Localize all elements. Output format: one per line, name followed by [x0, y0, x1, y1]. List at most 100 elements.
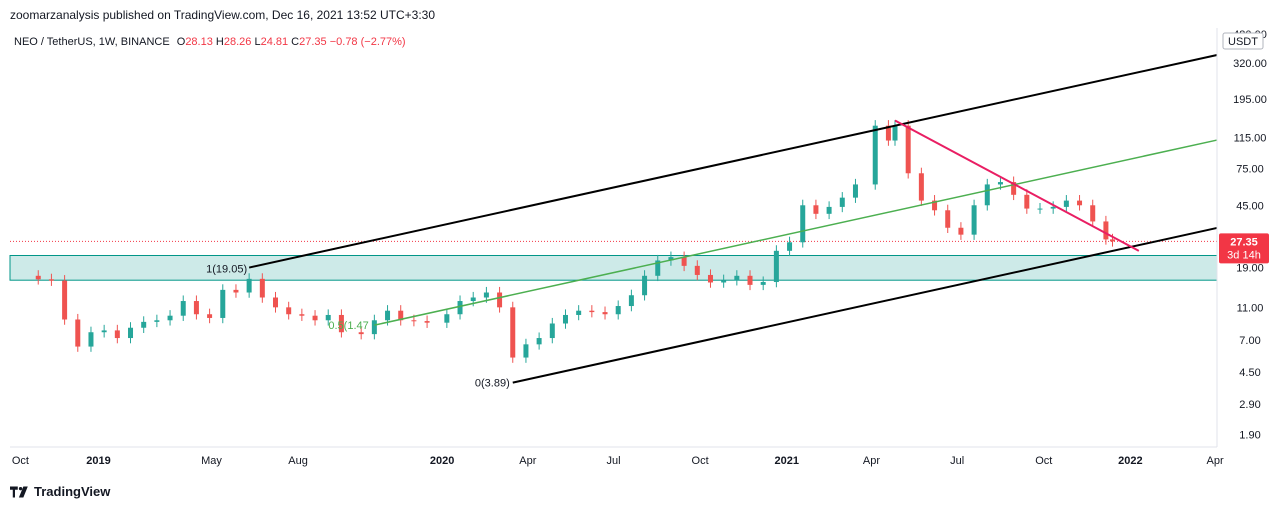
candle-body	[905, 125, 911, 174]
time-tick-label: Apr	[1207, 455, 1224, 467]
candle-body	[721, 280, 727, 283]
price-tick-label: 115.00	[1234, 132, 1267, 144]
time-tick-label: Oct	[1035, 455, 1052, 467]
price-tick-label: 195.00	[1233, 94, 1267, 106]
candle-body	[1063, 200, 1069, 207]
candle-body	[128, 327, 134, 339]
channel-upper-line	[248, 53, 1218, 269]
tradingview-footer[interactable]: TradingView	[10, 484, 110, 499]
candle-body	[497, 292, 503, 308]
candle-body	[1077, 200, 1083, 206]
current-price-badge	[1219, 233, 1269, 264]
fib-1-label: 1(19.05)	[206, 264, 247, 276]
change-value: −0.78 (−2.77%)	[329, 36, 406, 48]
price-tick-label: 19.00	[1236, 263, 1264, 275]
candle-body	[470, 297, 476, 302]
open-value: 28.13	[185, 36, 213, 48]
fib-05-label-b: 1.47	[347, 320, 368, 332]
candle-body	[655, 260, 661, 276]
price-tick-label: 7.00	[1239, 335, 1260, 347]
time-tick-label: 2022	[1118, 455, 1142, 467]
price-tick-label: 45.00	[1236, 200, 1264, 212]
publisher-line: zoomarzanalysis published on TradingView…	[10, 8, 436, 22]
downtrend-line	[894, 119, 1140, 252]
candle-body	[325, 314, 331, 321]
current-price-label: 27.35	[1230, 236, 1258, 248]
candle-body	[246, 278, 252, 293]
candle-body	[385, 310, 391, 321]
candle-body	[1050, 206, 1056, 209]
candle-body	[892, 125, 898, 141]
candle-body	[101, 330, 107, 333]
candle-body	[180, 301, 186, 316]
close-value: 27.35	[299, 36, 327, 48]
candle-body	[220, 289, 226, 318]
candle-body	[681, 257, 687, 266]
candle-body	[75, 319, 81, 347]
candle-body	[747, 275, 753, 285]
channel-lower-line	[512, 226, 1218, 384]
candle-body	[932, 200, 938, 211]
low-value: 24.81	[260, 36, 289, 48]
candle-body	[299, 314, 305, 316]
candle-body	[589, 310, 595, 313]
price-tick-label: 75.00	[1236, 163, 1264, 175]
currency-badge	[1222, 32, 1264, 50]
candle-body	[424, 321, 430, 323]
candle-body	[536, 338, 542, 345]
time-tick-label: Aug	[288, 455, 308, 467]
candle-body	[1011, 182, 1017, 195]
candle-body	[787, 242, 793, 251]
candle-body	[273, 297, 279, 308]
candle-body	[576, 310, 582, 315]
currency-label: USDT	[1228, 36, 1258, 48]
candle-body	[233, 289, 239, 293]
candle-body	[88, 332, 94, 347]
low-label: L	[254, 36, 261, 48]
candle-body	[457, 301, 463, 315]
time-tick-label: Oct	[12, 455, 29, 467]
brand-name: TradingView	[34, 484, 111, 499]
price-tick-label: 1.90	[1239, 430, 1260, 442]
candle-body	[773, 250, 779, 283]
candle-body	[1037, 208, 1043, 210]
candle-body	[523, 344, 529, 358]
time-tick-label: 2020	[430, 455, 454, 467]
candle-body	[371, 320, 377, 335]
price-tick-label: 2.90	[1239, 399, 1260, 411]
time-tick-label: Apr	[519, 455, 536, 467]
candle-body	[694, 265, 700, 275]
candle-body	[411, 320, 417, 322]
countdown-label: 3d 14h	[1227, 249, 1261, 261]
fib-0-label: 0(3.89)	[475, 378, 510, 390]
candle-body	[1090, 205, 1096, 222]
candle-body	[259, 278, 265, 298]
candle-body	[338, 314, 344, 333]
tradingview-logo-icon	[10, 485, 28, 498]
candle-body	[62, 280, 68, 320]
candle-body	[193, 301, 199, 315]
candle-body	[971, 205, 977, 235]
candle-body	[154, 320, 160, 322]
candle-body	[642, 275, 648, 296]
candle-body	[444, 314, 450, 323]
candle-body	[800, 205, 806, 243]
time-tick-label: Apr	[863, 455, 880, 467]
close-label: C	[291, 36, 300, 48]
time-tick-label: 2021	[774, 455, 798, 467]
candle-body	[286, 307, 292, 315]
open-label: O	[176, 36, 186, 48]
candle-body	[734, 275, 740, 281]
candle-body	[549, 323, 555, 339]
candle-body	[312, 315, 318, 321]
candle-body	[615, 306, 621, 315]
candle-body	[1024, 194, 1030, 209]
candle-body	[826, 206, 832, 214]
high-label: H	[215, 36, 224, 48]
plot-area	[10, 28, 1217, 447]
candle-body	[760, 282, 766, 285]
candle-body	[207, 314, 213, 318]
candle-body	[358, 332, 364, 335]
candle-body	[628, 295, 634, 307]
